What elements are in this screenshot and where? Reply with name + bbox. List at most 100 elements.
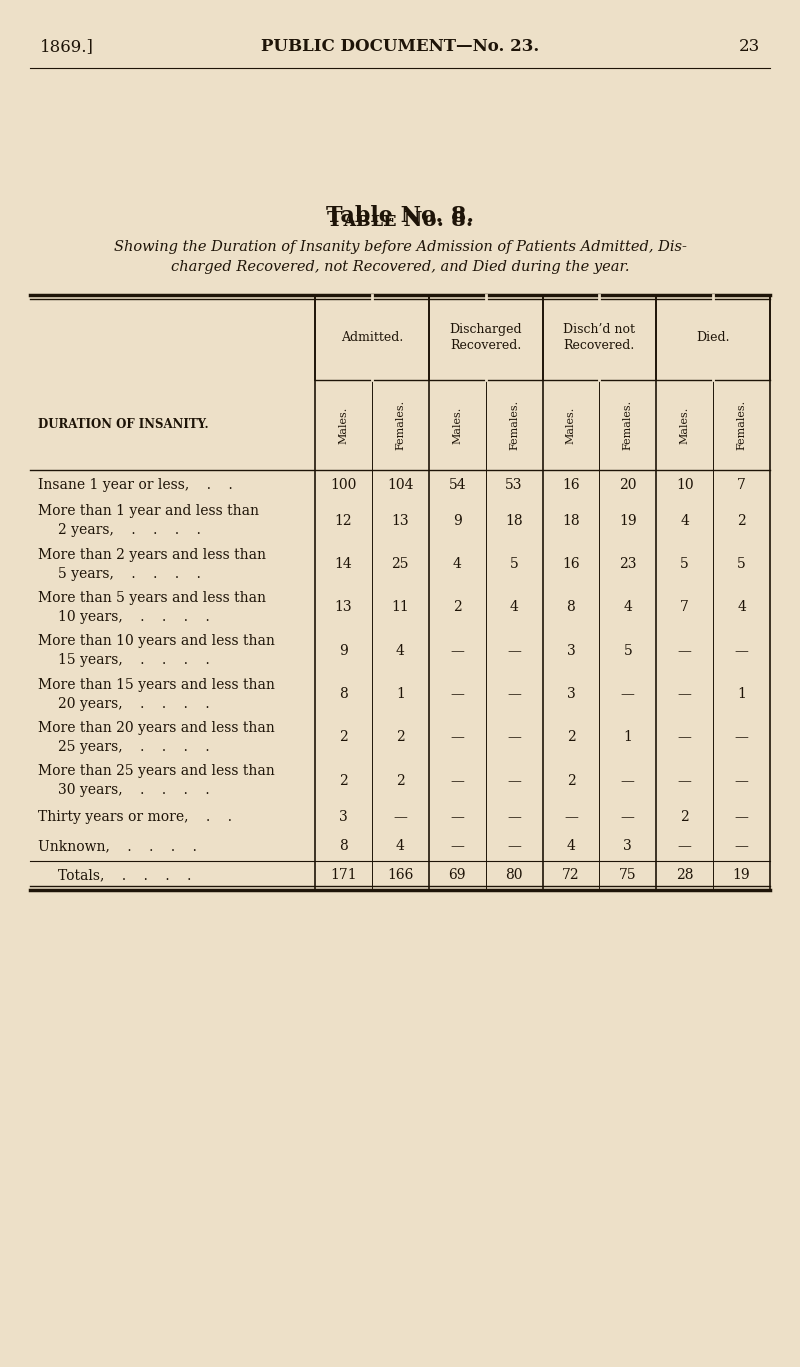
Text: 4: 4 <box>623 600 632 615</box>
Text: Showing the Duration of Insanity before Admission of Patients Admitted, Dis-: Showing the Duration of Insanity before … <box>114 241 686 254</box>
Text: 11: 11 <box>391 600 409 615</box>
Text: Males.: Males. <box>566 406 576 444</box>
Text: 1: 1 <box>737 688 746 701</box>
Text: 3: 3 <box>339 809 348 824</box>
Text: 25: 25 <box>391 558 409 571</box>
Text: Totals,    .    .    .    .: Totals, . . . . <box>58 868 191 882</box>
Text: —: — <box>734 809 749 824</box>
Text: —: — <box>450 839 464 853</box>
Text: 16: 16 <box>562 477 580 492</box>
Text: —: — <box>564 809 578 824</box>
Text: 30 years,    .    .    .    .: 30 years, . . . . <box>58 783 210 797</box>
Text: —: — <box>450 774 464 787</box>
Text: —: — <box>678 644 692 658</box>
Text: 1: 1 <box>623 730 632 745</box>
Text: 2: 2 <box>680 809 689 824</box>
Text: 10 years,    .    .    .    .: 10 years, . . . . <box>58 610 210 623</box>
Text: Females.: Females. <box>395 401 406 450</box>
Text: Males.: Males. <box>452 406 462 444</box>
Text: —: — <box>734 730 749 745</box>
Text: —: — <box>678 839 692 853</box>
Text: 25 years,    .    .    .    .: 25 years, . . . . <box>58 740 210 753</box>
Text: —: — <box>678 774 692 787</box>
Text: —: — <box>678 730 692 745</box>
Text: Females.: Females. <box>509 401 519 450</box>
Text: 8: 8 <box>339 839 348 853</box>
Text: 2 years,    .    .    .    .: 2 years, . . . . <box>58 524 201 537</box>
Text: 3: 3 <box>566 688 575 701</box>
Text: Admitted.: Admitted. <box>341 331 403 344</box>
Text: 28: 28 <box>676 868 694 882</box>
Text: More than 20 years and less than: More than 20 years and less than <box>38 720 274 735</box>
Text: 75: 75 <box>619 868 637 882</box>
Text: 8: 8 <box>339 688 348 701</box>
Text: 53: 53 <box>506 477 523 492</box>
Text: 69: 69 <box>449 868 466 882</box>
Text: 2: 2 <box>396 730 405 745</box>
Text: 2: 2 <box>339 730 348 745</box>
Text: Females.: Females. <box>737 401 746 450</box>
Text: —: — <box>621 774 634 787</box>
Text: 4: 4 <box>510 600 518 615</box>
Text: 171: 171 <box>330 868 357 882</box>
Text: 2: 2 <box>566 730 575 745</box>
Text: Males.: Males. <box>680 406 690 444</box>
Text: More than 10 years and less than: More than 10 years and less than <box>38 634 275 648</box>
Text: 7: 7 <box>680 600 689 615</box>
Text: 4: 4 <box>566 839 575 853</box>
Text: —: — <box>450 809 464 824</box>
Text: 16: 16 <box>562 558 580 571</box>
Text: —: — <box>507 644 521 658</box>
Text: 4: 4 <box>737 600 746 615</box>
Text: 54: 54 <box>448 477 466 492</box>
Text: 9: 9 <box>453 514 462 528</box>
Text: —: — <box>734 839 749 853</box>
Text: 23: 23 <box>619 558 637 571</box>
Text: —: — <box>678 688 692 701</box>
Text: 3: 3 <box>566 644 575 658</box>
Text: 5 years,    .    .    .    .: 5 years, . . . . <box>58 567 201 581</box>
Text: Recovered.: Recovered. <box>564 339 635 351</box>
Text: 23: 23 <box>738 38 760 55</box>
Text: 14: 14 <box>334 558 352 571</box>
Text: 5: 5 <box>737 558 746 571</box>
Text: 20: 20 <box>619 477 637 492</box>
Text: 9: 9 <box>339 644 348 658</box>
Text: 19: 19 <box>733 868 750 882</box>
Text: 80: 80 <box>506 868 523 882</box>
Text: Table No. 8.: Table No. 8. <box>326 205 474 227</box>
Text: DURATION OF INSANITY.: DURATION OF INSANITY. <box>38 418 209 432</box>
Text: Died.: Died. <box>696 331 730 344</box>
Text: Males.: Males. <box>338 406 349 444</box>
Text: —: — <box>734 774 749 787</box>
Text: 3: 3 <box>623 839 632 853</box>
Text: 18: 18 <box>562 514 580 528</box>
Text: 5: 5 <box>510 558 518 571</box>
Text: —: — <box>507 809 521 824</box>
Text: PUBLIC DOCUMENT—No. 23.: PUBLIC DOCUMENT—No. 23. <box>261 38 539 55</box>
Text: 104: 104 <box>387 477 414 492</box>
Text: More than 25 years and less than: More than 25 years and less than <box>38 764 274 778</box>
Text: —: — <box>621 809 634 824</box>
Text: More than 5 years and less than: More than 5 years and less than <box>38 591 266 606</box>
Text: 13: 13 <box>334 600 352 615</box>
Text: 19: 19 <box>619 514 637 528</box>
Text: 2: 2 <box>339 774 348 787</box>
Text: 1: 1 <box>396 688 405 701</box>
Text: 2: 2 <box>737 514 746 528</box>
Text: 4: 4 <box>453 558 462 571</box>
Text: 5: 5 <box>623 644 632 658</box>
Text: Discharged: Discharged <box>450 323 522 336</box>
Text: 5: 5 <box>680 558 689 571</box>
Text: 20 years,    .    .    .    .: 20 years, . . . . <box>58 697 210 711</box>
Text: 4: 4 <box>396 644 405 658</box>
Text: 4: 4 <box>396 839 405 853</box>
Text: 18: 18 <box>506 514 523 528</box>
Text: 100: 100 <box>330 477 357 492</box>
Text: 15 years,    .    .    .    .: 15 years, . . . . <box>58 653 210 667</box>
Text: Thirty years or more,    .    .: Thirty years or more, . . <box>38 809 232 824</box>
Text: More than 1 year and less than: More than 1 year and less than <box>38 504 259 518</box>
Text: 166: 166 <box>387 868 414 882</box>
Text: 2: 2 <box>396 774 405 787</box>
Text: —: — <box>507 730 521 745</box>
